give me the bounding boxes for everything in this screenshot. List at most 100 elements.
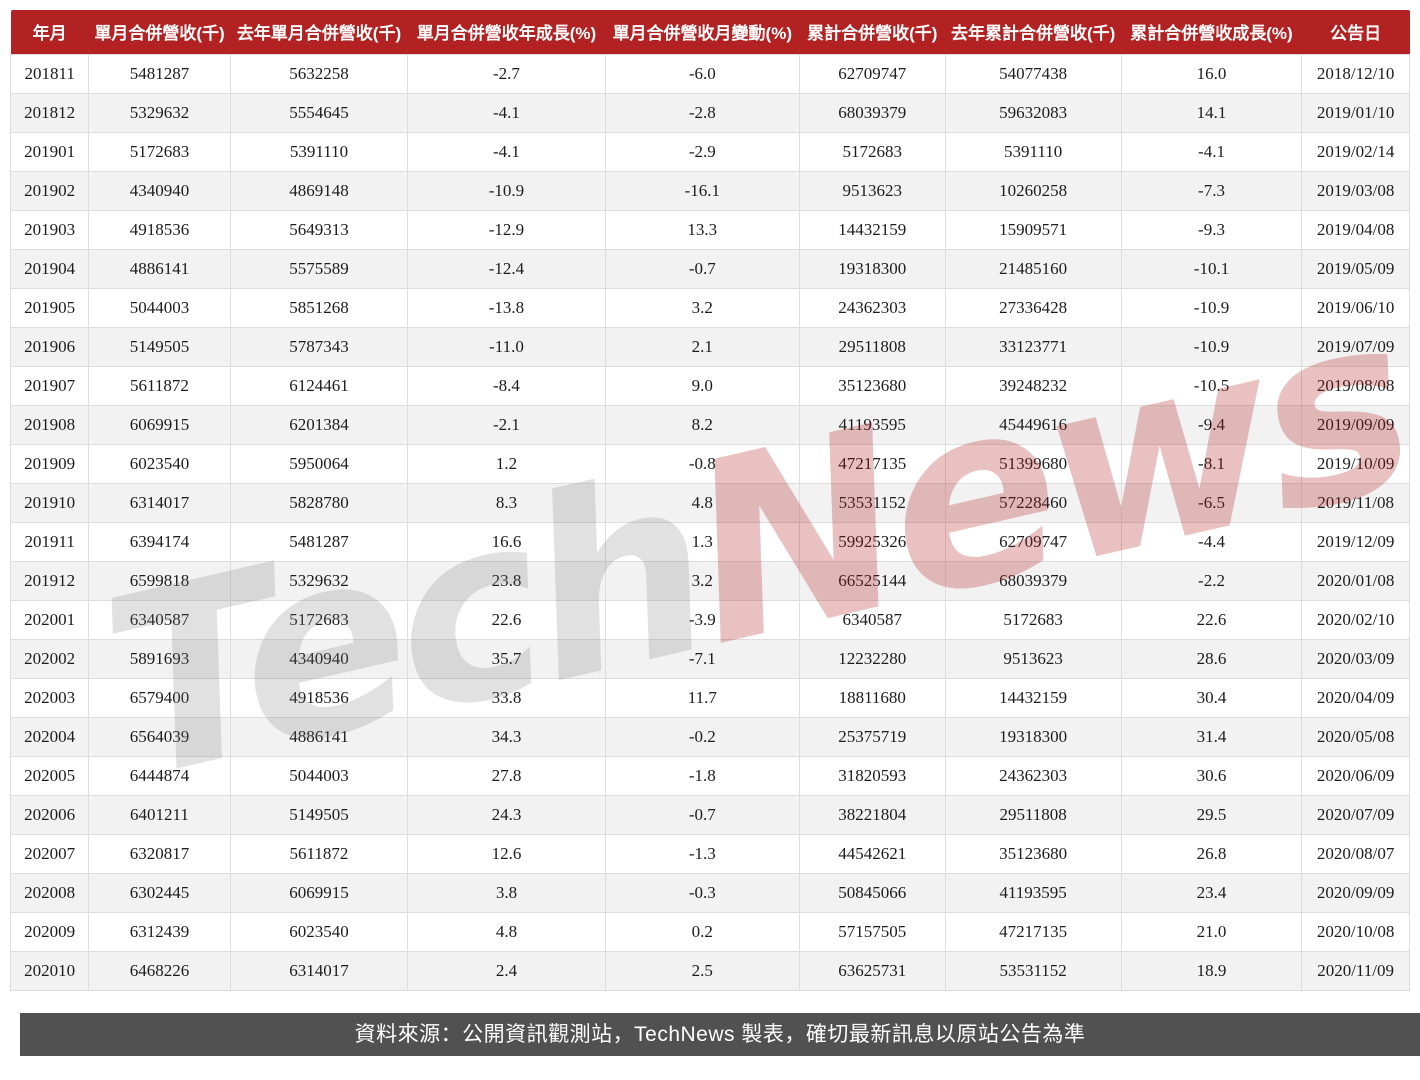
table-cell: 201903 <box>9 209 90 250</box>
table-cell: 4340940 <box>229 638 409 679</box>
table-cell: 68039379 <box>799 92 946 133</box>
column-header-5: 累計合併營收(千) <box>799 10 945 54</box>
monthly-revenue-table: 年月 單月合併營收(千) 去年單月合併營收(千) 單月合併營收年成長(%) 單月合併營收… <box>9 10 1410 991</box>
table-cell: 5329632 <box>88 92 231 133</box>
table-row: 201901 5172683 5391110 -4.1 -2.9 5172683 53911… <box>9 131 1410 172</box>
table-cell: 201811 <box>9 53 90 94</box>
table-cell: 201906 <box>9 326 90 367</box>
table-cell: -2.7 <box>407 53 606 94</box>
table-cell: -12.4 <box>407 248 606 289</box>
table-cell: 2020/08/07 <box>1301 833 1410 874</box>
table-cell: -7.1 <box>604 638 801 679</box>
table-cell: 6320817 <box>88 833 231 874</box>
table-cell: 2.1 <box>604 326 801 367</box>
table-cell: 53531152 <box>944 950 1122 991</box>
table-cell: -2.2 <box>1120 560 1303 601</box>
table-cell: 26.8 <box>1120 833 1303 874</box>
table-cell: -10.5 <box>1120 365 1303 406</box>
table-cell: 3.2 <box>604 287 801 328</box>
table-cell: 1.3 <box>604 521 801 562</box>
table-cell: -0.7 <box>604 248 801 289</box>
table-cell: 18.9 <box>1120 950 1303 991</box>
table-row: 201907 5611872 6124461 -8.4 9.0 35123680 39248… <box>9 365 1410 406</box>
table-cell: -6.5 <box>1120 482 1303 523</box>
table-cell: 4918536 <box>229 677 409 718</box>
table-head: 年月 單月合併營收(千) 去年單月合併營收(千) 單月合併營收年成長(%) 單月合併營收… <box>10 10 1410 54</box>
table-row: 201906 5149505 5787343 -11.0 2.1 29511808 3312… <box>9 326 1410 367</box>
table-cell: 5950064 <box>229 443 409 484</box>
table-cell: -2.8 <box>604 92 801 133</box>
table-cell: -1.3 <box>604 833 801 874</box>
table-cell: 6023540 <box>229 911 409 952</box>
table-cell: 202007 <box>9 833 90 874</box>
table-cell: 5329632 <box>229 560 409 601</box>
table-cell: 5554645 <box>229 92 409 133</box>
table-cell: 2020/03/09 <box>1301 638 1410 679</box>
table-cell: -4.1 <box>1120 131 1303 172</box>
table-cell: 2020/01/08 <box>1301 560 1410 601</box>
table-cell: 2019/08/08 <box>1301 365 1410 406</box>
table-cell: -9.4 <box>1120 404 1303 445</box>
table-cell: 10260258 <box>944 170 1122 211</box>
table-cell: 6340587 <box>88 599 231 640</box>
table-cell: 14.1 <box>1120 92 1303 133</box>
table-cell: 5649313 <box>229 209 409 250</box>
table-cell: 2019/09/09 <box>1301 404 1410 445</box>
table-cell: 201912 <box>9 560 90 601</box>
table-row: 202008 6302445 6069915 3.8 -0.3 50845066 41193… <box>9 872 1410 913</box>
table-cell: 5149505 <box>229 794 409 835</box>
table-cell: 4886141 <box>88 248 231 289</box>
table-cell: 16.6 <box>407 521 606 562</box>
table-cell: 201905 <box>9 287 90 328</box>
table-cell: 41193595 <box>944 872 1122 913</box>
table-cell: 12.6 <box>407 833 606 874</box>
column-header-1: 單月合併營收(千) <box>88 10 231 54</box>
table-cell: 201902 <box>9 170 90 211</box>
table-cell: 202002 <box>9 638 90 679</box>
table-row: 201812 5329632 5554645 -4.1 -2.8 68039379 5963… <box>9 92 1410 133</box>
table-cell: 6599818 <box>88 560 231 601</box>
table-cell: 50845066 <box>799 872 946 913</box>
table-cell: 35123680 <box>944 833 1122 874</box>
table-cell: 24362303 <box>944 755 1122 796</box>
table-cell: 23.8 <box>407 560 606 601</box>
table-cell: 14432159 <box>944 677 1122 718</box>
table-cell: 63625731 <box>799 950 946 991</box>
table-cell: 13.3 <box>604 209 801 250</box>
table-row: 201903 4918536 5649313 -12.9 13.3 14432159 159… <box>9 209 1410 250</box>
table-cell: 6564039 <box>88 716 231 757</box>
table-cell: 15909571 <box>944 209 1122 250</box>
table-cell: -10.9 <box>407 170 606 211</box>
table-cell: 0.2 <box>604 911 801 952</box>
table-cell: 5044003 <box>88 287 231 328</box>
table-cell: 68039379 <box>944 560 1122 601</box>
table-row: 202005 6444874 5044003 27.8 -1.8 31820593 2436… <box>9 755 1410 796</box>
table-cell: -10.9 <box>1120 287 1303 328</box>
table-cell: 2.5 <box>604 950 801 991</box>
table-cell: 9.0 <box>604 365 801 406</box>
table-cell: 31.4 <box>1120 716 1303 757</box>
table-cell: 4869148 <box>229 170 409 211</box>
table-cell: 6302445 <box>88 872 231 913</box>
table-cell: 8.2 <box>604 404 801 445</box>
table-cell: -12.9 <box>407 209 606 250</box>
table-cell: 33.8 <box>407 677 606 718</box>
table-cell: 2019/07/09 <box>1301 326 1410 367</box>
table-cell: 201911 <box>9 521 90 562</box>
table-cell: 59925326 <box>799 521 946 562</box>
table-cell: 6314017 <box>229 950 409 991</box>
table-cell: 34.3 <box>407 716 606 757</box>
table-cell: 39248232 <box>944 365 1122 406</box>
table-cell: 47217135 <box>944 911 1122 952</box>
table-cell: 3.8 <box>407 872 606 913</box>
table-cell: 19318300 <box>944 716 1122 757</box>
table-cell: 5481287 <box>229 521 409 562</box>
table-cell: -0.2 <box>604 716 801 757</box>
table-cell: 202010 <box>9 950 90 991</box>
table-cell: 11.7 <box>604 677 801 718</box>
column-header-6: 去年累計合併營收(千) <box>945 10 1122 54</box>
table-cell: 202001 <box>9 599 90 640</box>
table-cell: 29.5 <box>1120 794 1303 835</box>
table-cell: 4918536 <box>88 209 231 250</box>
table-cell: 29511808 <box>944 794 1122 835</box>
